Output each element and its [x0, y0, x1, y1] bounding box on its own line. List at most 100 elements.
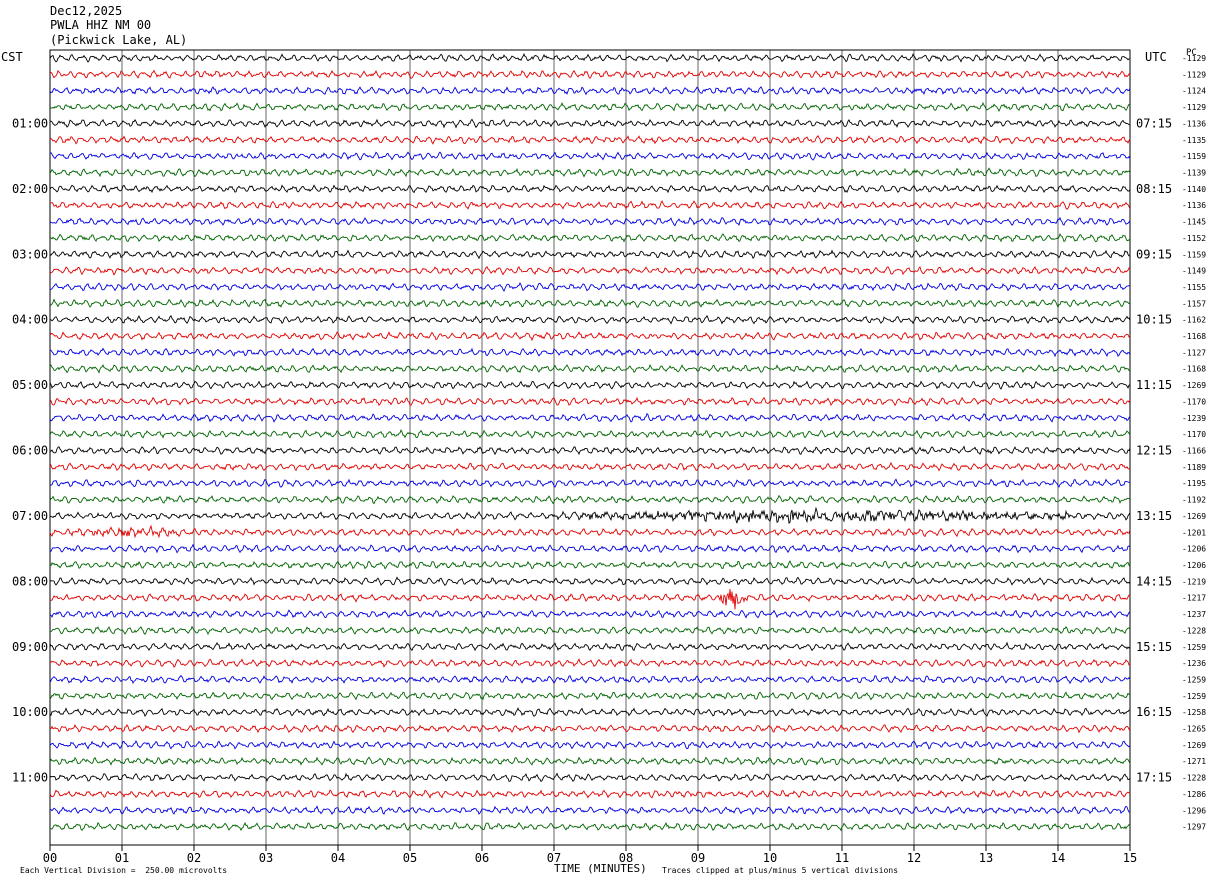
- right-hour-label: 14:15: [1136, 574, 1172, 588]
- seismic-trace: [49, 314, 1131, 325]
- x-tick-label: 01: [115, 851, 129, 865]
- seismic-trace: [49, 543, 1131, 554]
- trace-value-label: -1296: [1182, 806, 1206, 815]
- seismic-trace: [49, 739, 1131, 750]
- trace-value-label: -1206: [1182, 561, 1206, 570]
- trace-value-label: -1129: [1182, 54, 1206, 63]
- seismic-trace: [49, 396, 1131, 407]
- seismic-trace: [49, 347, 1131, 358]
- trace-value-label: -1168: [1182, 332, 1206, 341]
- trace-value-label: -1149: [1182, 267, 1206, 276]
- trace-value-label: -1259: [1182, 692, 1206, 701]
- seismic-trace: [49, 232, 1131, 243]
- x-tick-label: 04: [331, 851, 345, 865]
- seismic-trace: [49, 805, 1131, 816]
- trace-value-label: -1166: [1182, 447, 1206, 456]
- seismic-trace: [49, 756, 1131, 766]
- x-tick-label: 10: [763, 851, 777, 865]
- left-hour-label: 07:00: [12, 509, 48, 523]
- seismic-trace: [49, 151, 1131, 161]
- seismic-trace: [49, 135, 1131, 145]
- trace-value-label: -1269: [1182, 512, 1206, 521]
- seismic-trace: [49, 560, 1131, 570]
- trace-value-label: -1201: [1182, 528, 1206, 537]
- seismic-trace: [49, 707, 1131, 717]
- seismic-trace: [49, 445, 1131, 456]
- x-tick-label: 11: [835, 851, 849, 865]
- seismic-trace: [49, 723, 1131, 734]
- trace-value-label: -1219: [1182, 577, 1206, 586]
- x-tick-label: 06: [475, 851, 489, 865]
- seismic-trace: [49, 86, 1131, 96]
- trace-value-label: -1297: [1182, 823, 1206, 832]
- seismic-trace: [49, 641, 1131, 652]
- x-tick-label: 14: [1051, 851, 1065, 865]
- trace-value-label: -1140: [1182, 185, 1206, 194]
- scale-note: Each Vertical Division = 250.00 microvol…: [20, 866, 228, 875]
- trace-value-label: -1259: [1182, 643, 1206, 652]
- seismic-trace: [49, 789, 1131, 799]
- trace-value-label: -1236: [1182, 659, 1206, 668]
- station-location: (Pickwick Lake, AL): [50, 33, 188, 47]
- seismic-trace: [49, 265, 1131, 276]
- right-hour-label: 09:15: [1136, 247, 1172, 261]
- trace-value-label: -1239: [1182, 414, 1206, 423]
- x-tick-label: 08: [619, 851, 633, 865]
- x-tick-label: 09: [691, 851, 705, 865]
- trace-value-label: -1192: [1182, 496, 1206, 505]
- seismic-trace: [49, 478, 1131, 488]
- left-hour-label: 03:00: [12, 247, 48, 261]
- trace-value-label: -1237: [1182, 610, 1206, 619]
- x-tick-label: 03: [259, 851, 273, 865]
- trace-value-label: -1265: [1182, 725, 1206, 734]
- seismic-trace: [49, 609, 1131, 619]
- right-hour-label: 16:15: [1136, 705, 1172, 719]
- seismic-trace: [49, 524, 1131, 539]
- left-hour-label: 10:00: [12, 705, 48, 719]
- seismic-trace: [49, 462, 1131, 472]
- trace-value-label: -1170: [1182, 397, 1206, 406]
- trace-value-label: -1269: [1182, 381, 1206, 390]
- trace-value-label: -1195: [1182, 479, 1206, 488]
- right-hour-label: 08:15: [1136, 182, 1172, 196]
- trace-value-label: -1129: [1182, 70, 1206, 79]
- x-tick-label: 13: [979, 851, 993, 865]
- trace-value-label: -1129: [1182, 103, 1206, 112]
- trace-value-label: -1159: [1182, 250, 1206, 259]
- right-hour-label: 10:15: [1136, 313, 1172, 327]
- right-timezone-label: UTC: [1145, 50, 1167, 64]
- right-hour-label: 07:15: [1136, 116, 1172, 130]
- seismic-trace: [49, 101, 1131, 113]
- seismic-trace: [49, 658, 1131, 668]
- seismic-trace: [49, 412, 1131, 423]
- trace-value-label: -1228: [1182, 626, 1206, 635]
- seismic-trace: [49, 494, 1131, 505]
- left-timezone-label: CST: [1, 50, 23, 64]
- seismic-trace: [49, 576, 1131, 586]
- station-code: PWLA HHZ NM 00: [50, 18, 152, 32]
- trace-value-label: -1217: [1182, 594, 1206, 603]
- seismic-trace: [49, 249, 1131, 260]
- trace-value-label: -1127: [1182, 348, 1206, 357]
- seismic-trace: [49, 380, 1131, 390]
- right-hour-label: 13:15: [1136, 509, 1172, 523]
- seismic-trace: [49, 52, 1130, 63]
- seismic-trace: [49, 589, 1131, 610]
- trace-value-label: -1139: [1182, 168, 1206, 177]
- trace-value-label: -1189: [1182, 463, 1206, 472]
- plot-date: Dec12,2025: [50, 4, 123, 18]
- trace-value-label: -1159: [1182, 152, 1206, 161]
- trace-value-label: -1269: [1182, 741, 1206, 750]
- seismic-trace: [49, 216, 1131, 227]
- trace-value-label: -1168: [1182, 365, 1206, 374]
- trace-value-label: -1136: [1182, 119, 1206, 128]
- trace-value-label: -1286: [1182, 790, 1206, 799]
- left-hour-label: 11:00: [12, 771, 48, 785]
- clip-note: Traces clipped at plus/minus 5 vertical …: [662, 866, 899, 875]
- trace-value-label: -1259: [1182, 675, 1206, 684]
- trace-value-label: -1258: [1182, 708, 1206, 717]
- seismic-trace: [49, 118, 1131, 129]
- trace-value-label: -1152: [1182, 234, 1206, 243]
- trace-value-label: -1228: [1182, 774, 1206, 783]
